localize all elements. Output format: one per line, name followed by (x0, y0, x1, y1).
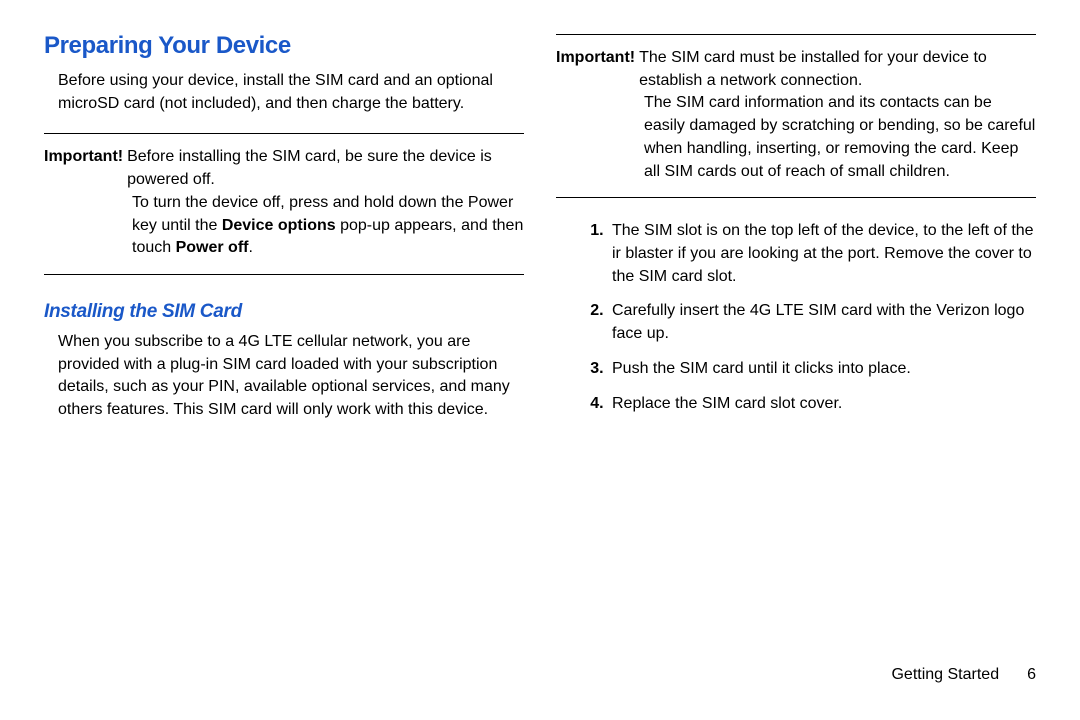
device-options-bold: Device options (222, 217, 336, 234)
install-steps-list: The SIM slot is on the top left of the d… (556, 220, 1036, 427)
footer-section: Getting Started (891, 666, 999, 683)
important-block-right: Important! The SIM card must be installe… (556, 47, 1036, 183)
important-text-2: To turn the device off, press and hold d… (44, 192, 524, 260)
sim-intro-paragraph: When you subscribe to a 4G LTE cellular … (44, 331, 524, 422)
footer-page-number: 6 (1027, 666, 1036, 683)
horizontal-rule (556, 34, 1036, 35)
horizontal-rule (44, 274, 524, 275)
important-right-text-2: The SIM card information and its contact… (556, 92, 1036, 183)
horizontal-rule (556, 197, 1036, 198)
left-column: Preparing Your Device Before using your … (44, 32, 524, 700)
right-column: Important! The SIM card must be installe… (556, 32, 1036, 700)
subheading-installing-sim: Installing the SIM Card (44, 301, 524, 323)
manual-page: Preparing Your Device Before using your … (0, 0, 1080, 720)
important-text-1: Before installing the SIM card, be sure … (127, 146, 524, 191)
power-off-bold: Power off (176, 239, 249, 256)
important-block-left: Important! Before installing the SIM car… (44, 146, 524, 260)
step-item: The SIM slot is on the top left of the d… (608, 220, 1036, 288)
important-label: Important! (44, 146, 127, 191)
page-footer: Getting Started 6 (891, 666, 1036, 684)
step-item: Push the SIM card until it clicks into p… (608, 358, 1036, 381)
page-heading: Preparing Your Device (44, 32, 524, 60)
important-label: Important! (556, 47, 639, 92)
step-item: Replace the SIM card slot cover. (608, 393, 1036, 416)
important-text-2c: . (248, 239, 252, 256)
important-right-text-1: The SIM card must be installed for your … (639, 47, 1036, 92)
intro-paragraph: Before using your device, install the SI… (44, 70, 524, 115)
horizontal-rule (44, 133, 524, 134)
step-item: Carefully insert the 4G LTE SIM card wit… (608, 300, 1036, 345)
